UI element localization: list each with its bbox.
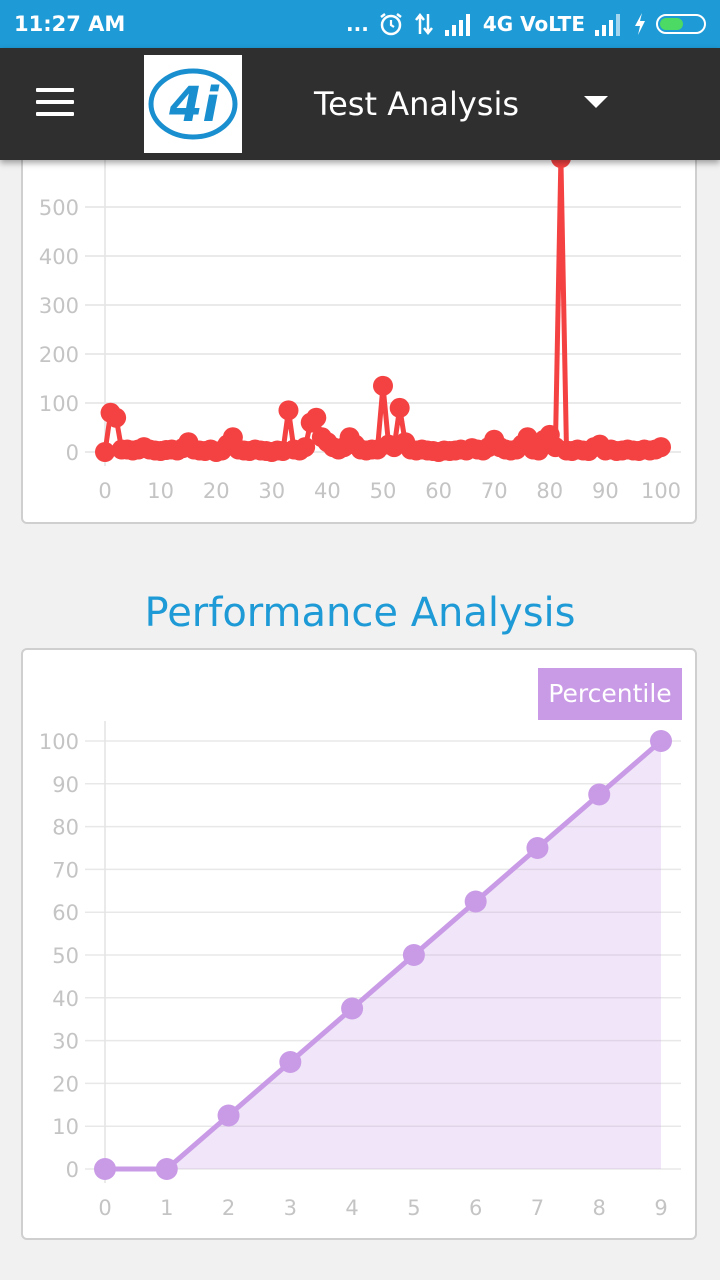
y-tick-label: 70	[52, 858, 79, 882]
x-tick-label: 4	[345, 1196, 358, 1220]
status-icons: ... 4G VoLTE	[346, 11, 706, 37]
x-tick-label: 90	[592, 479, 619, 503]
data-point	[217, 1104, 240, 1127]
notification-dots: ...	[346, 12, 369, 36]
network-type: 4G VoLTE	[482, 12, 585, 36]
performance-analysis-title: Performance Analysis	[144, 590, 576, 636]
x-tick-label: 20	[203, 479, 230, 503]
data-point	[341, 997, 364, 1020]
x-tick-label: 70	[481, 479, 508, 503]
y-tick-label: 400	[39, 245, 79, 269]
y-tick-label: 20	[52, 1072, 79, 1096]
percentile-area-chart: 0 10 20 30 40 50 60 70 80 90 100 0 1 2 3 4 5 6 7 8 9	[39, 721, 681, 1220]
alarm-clock-icon	[380, 13, 402, 36]
y-tick-label: 200	[39, 343, 79, 367]
data-arrows-icon	[414, 12, 433, 36]
data-point	[389, 397, 410, 418]
x-tick-label: 60	[425, 479, 452, 503]
data-point	[373, 375, 393, 396]
logo-text: 4i	[168, 77, 219, 133]
logo-icon: 4i	[148, 68, 238, 140]
x-tick-label: 30	[258, 479, 285, 503]
test-line-chart: 0 100 200 300 400 500 0 10 20 30 40 50 60 70 80 90 100	[39, 130, 681, 503]
status-bar: 11:27 AM ... 4G VoLTE	[0, 0, 720, 48]
data-point	[464, 890, 487, 913]
data-point	[651, 437, 671, 458]
caret-down-icon[interactable]	[584, 96, 608, 108]
legend-percentile[interactable]: Percentile	[538, 668, 682, 720]
y-tick-label: 30	[52, 1030, 79, 1054]
app-bar: 4i Test Analysis	[0, 48, 720, 160]
lightning-bolt-icon	[635, 13, 645, 35]
data-point	[279, 1051, 302, 1073]
data-point	[94, 1158, 116, 1180]
y-tick-label: 60	[52, 901, 79, 925]
x-tick-label: 2	[222, 1196, 235, 1220]
x-tick-label: 6	[469, 1196, 482, 1220]
y-tick-label: 80	[52, 816, 79, 840]
data-point	[306, 407, 327, 428]
hamburger-menu-icon[interactable]	[36, 86, 76, 118]
data-point	[588, 783, 611, 806]
data-point	[295, 437, 316, 458]
data-point	[650, 730, 672, 752]
series-area	[105, 741, 661, 1169]
y-tick-label: 50	[52, 944, 79, 968]
battery-icon	[656, 14, 706, 34]
x-tick-label: 50	[370, 479, 397, 503]
y-tick-label: 0	[66, 1158, 79, 1182]
y-tick-label: 300	[39, 294, 79, 318]
data-point	[278, 400, 299, 421]
y-tick-label: 0	[66, 441, 79, 465]
series-line	[105, 739, 663, 1172]
y-tick-label: 100	[39, 392, 79, 416]
y-tick-label: 10	[52, 1115, 79, 1139]
battery-level	[660, 18, 683, 30]
performance-chart-card: 0 10 20 30 40 50 60 70 80 90 100 0 1 2 3 4 5 6 7 8 9 Percent…	[21, 648, 697, 1240]
data-point	[526, 837, 549, 859]
x-tick-label: 1	[160, 1196, 173, 1220]
x-tick-label: 5	[407, 1196, 420, 1220]
x-tick-label: 0	[98, 479, 111, 503]
x-tick-label: 10	[147, 479, 174, 503]
x-tick-label: 8	[593, 1196, 606, 1220]
signal-bars-icon-2	[595, 14, 620, 36]
y-tick-label: 90	[52, 773, 79, 797]
x-tick-label: 80	[536, 479, 563, 503]
status-time: 11:27 AM	[14, 12, 126, 36]
data-point	[95, 442, 115, 462]
signal-bars-icon	[444, 14, 470, 36]
x-tick-label: 7	[531, 1196, 544, 1220]
x-tick-label: 100	[641, 479, 681, 503]
page-title: Test Analysis	[314, 85, 520, 123]
y-tick-label: 40	[52, 987, 79, 1011]
x-tick-label: 3	[284, 1196, 297, 1220]
data-point	[155, 1158, 178, 1180]
x-tick-label: 0	[98, 1196, 111, 1220]
x-tick-label: 9	[654, 1196, 667, 1220]
test-chart-card: 0 100 200 300 400 500 0 10 20 30 40 50 60 70 80 90 100	[21, 130, 697, 524]
x-tick-label: 40	[314, 479, 341, 503]
data-point	[106, 407, 127, 428]
app-logo: 4i	[144, 55, 242, 153]
y-tick-label: 500	[39, 196, 79, 220]
data-point	[402, 944, 425, 966]
y-tick-label: 100	[39, 730, 79, 754]
